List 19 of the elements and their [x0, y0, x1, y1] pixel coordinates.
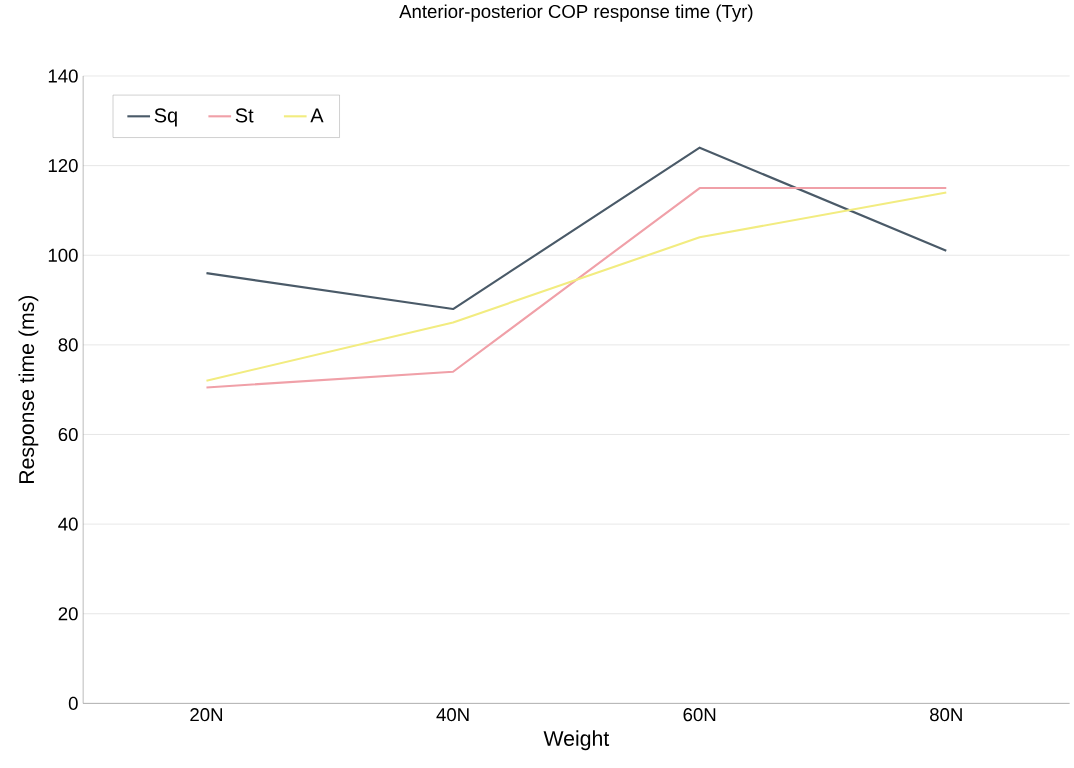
- legend-label: Sq: [154, 108, 177, 127]
- chart-title: Anterior-posterior COP response time (Tyr): [399, 4, 753, 22]
- x-tick-label: 60N: [683, 708, 716, 722]
- y-tick-label: 140: [48, 69, 78, 83]
- y-tick-label: 60: [58, 428, 78, 442]
- y-tick-label: 80: [58, 338, 78, 352]
- y-tick-label: 20: [58, 607, 78, 621]
- y-tick-label: 100: [48, 248, 78, 263]
- y-tick-label: 120: [48, 159, 78, 173]
- line-series: [205, 146, 948, 311]
- legend-label: A: [310, 108, 324, 123]
- x-tick-label: 20N: [190, 708, 222, 722]
- x-tick-label: 80N: [930, 708, 962, 722]
- legend-label: St: [235, 108, 254, 123]
- x-axis-title: Weight: [543, 730, 610, 751]
- y-tick-label: 40: [58, 517, 78, 531]
- y-tick-label: 0: [68, 696, 78, 711]
- y-axis-title: Response time (ms): [18, 296, 39, 484]
- x-tick-label: 40N: [436, 708, 469, 722]
